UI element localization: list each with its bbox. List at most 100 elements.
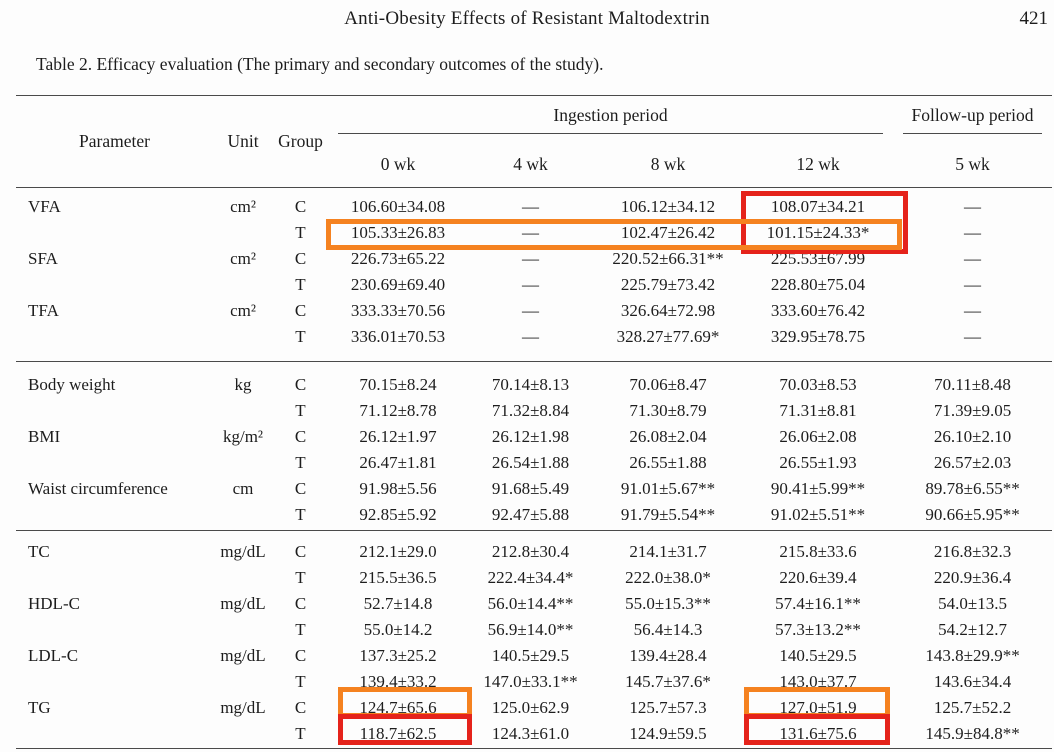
value-cell-12wk: 228.80±75.04 xyxy=(770,275,866,294)
value-cell-4wk: 92.47±5.88 xyxy=(491,505,570,524)
running-head: Anti-Obesity Effects of Resistant Maltod… xyxy=(0,8,1054,34)
group-label: T xyxy=(295,568,306,587)
unit-label xyxy=(213,617,273,643)
value-cell-8wk: 214.1±31.7 xyxy=(629,542,707,561)
group-label: C xyxy=(294,301,307,320)
value-cell-12wk: 71.31±8.81 xyxy=(779,401,857,420)
value-cell-8wk: 91.79±5.54** xyxy=(620,505,716,524)
value-cell-5wk: — xyxy=(964,249,982,268)
value-cell-0wk: 336.01±70.53 xyxy=(350,327,446,346)
value-cell-5wk: — xyxy=(964,197,982,216)
value-cell-0wk: 106.60±34.08 xyxy=(350,197,446,216)
col-header-week-12: 12 wk xyxy=(796,154,840,174)
group-label: C xyxy=(294,249,307,268)
value-cell-4wk: 56.9±14.0** xyxy=(487,620,574,639)
value-cell-5wk: 70.11±8.48 xyxy=(934,375,1011,394)
value-cell-8wk: 139.4±28.4 xyxy=(629,646,707,665)
value-cell-4wk: 26.54±1.88 xyxy=(491,453,570,472)
value-cell-0wk: 91.98±5.56 xyxy=(359,479,437,498)
parameter-label: LDL-C xyxy=(28,646,79,665)
table-row-tg-t: T 118.7±62.5 124.3±61.0 124.9±59.5 131.6… xyxy=(16,721,1052,749)
value-cell-8wk: 26.08±2.04 xyxy=(629,427,707,446)
unit-label xyxy=(213,398,273,424)
table-row-tfa-t: T 336.01±70.53 — 328.27±77.69* 329.95±78… xyxy=(16,324,1052,362)
unit-label: cm² xyxy=(230,197,256,216)
value-cell-0wk: 333.33±70.56 xyxy=(350,301,446,320)
parameter-label xyxy=(16,324,213,362)
col-header-followup-period: Follow-up period xyxy=(893,96,1052,138)
table-row-hdl-t: T 55.0±14.2 56.9±14.0** 56.4±14.3 57.3±1… xyxy=(16,617,1052,643)
unit-label xyxy=(213,220,273,246)
table-row-ldl-t: T 139.4±33.2 147.0±33.1** 145.7±37.6* 14… xyxy=(16,669,1052,695)
group-label: T xyxy=(295,275,306,294)
unit-label: cm² xyxy=(230,301,256,320)
unit-label xyxy=(213,324,273,362)
running-title: Anti-Obesity Effects of Resistant Maltod… xyxy=(344,8,710,29)
ingestion-period-label: Ingestion period xyxy=(338,96,884,134)
value-cell-12wk: 215.8±33.6 xyxy=(779,542,857,561)
value-cell-12wk: 140.5±29.5 xyxy=(779,646,857,665)
unit-label xyxy=(213,450,273,476)
value-cell-5wk: 125.7±52.2 xyxy=(933,698,1012,717)
value-cell-0wk: 55.0±14.2 xyxy=(363,620,433,639)
value-cell-8wk: 125.7±57.3 xyxy=(629,698,707,717)
value-cell-4wk: — xyxy=(522,275,539,294)
value-cell-5wk: 26.10±2.10 xyxy=(933,427,1012,446)
value-cell-4wk: — xyxy=(522,249,539,268)
header-row-weeks: 0 wk 4 wk 8 wk 12 wk 5 wk xyxy=(16,138,1052,188)
parameter-label: VFA xyxy=(28,197,61,216)
value-cell-4wk: 124.3±61.0 xyxy=(491,724,570,743)
value-cell-4wk: 125.0±62.9 xyxy=(491,698,570,717)
unit-label: cm xyxy=(232,479,254,498)
value-cell-4wk: 212.8±30.4 xyxy=(491,542,570,561)
value-cell-5wk: 143.8±29.9** xyxy=(925,646,1020,665)
value-cell-0wk: 70.15±8.24 xyxy=(359,375,437,394)
unit-label xyxy=(213,272,273,298)
value-cell-0wk: 26.12±1.97 xyxy=(359,427,437,446)
value-cell-5wk: — xyxy=(964,301,982,320)
value-cell-4wk: 147.0±33.1** xyxy=(483,672,578,691)
value-cell-0wk: 124.7±65.6 xyxy=(359,698,437,717)
value-cell-8wk: 225.79±73.42 xyxy=(620,275,716,294)
value-cell-8wk: 26.55±1.88 xyxy=(629,453,707,472)
value-cell-4wk: — xyxy=(522,301,539,320)
group-label: C xyxy=(294,646,307,665)
col-header-week-8: 8 wk xyxy=(650,154,686,174)
parameter-label: TFA xyxy=(28,301,59,320)
value-cell-0wk: 230.69±69.40 xyxy=(350,275,446,294)
value-cell-0wk: 215.5±36.5 xyxy=(359,568,437,587)
value-cell-8wk: 106.12±34.12 xyxy=(620,197,716,216)
value-cell-0wk: 118.7±62.5 xyxy=(359,724,437,743)
value-cell-0wk: 52.7±14.8 xyxy=(363,594,433,613)
parameter-label: TC xyxy=(28,542,50,561)
value-cell-8wk: 326.64±72.98 xyxy=(620,301,716,320)
parameter-label: TG xyxy=(28,698,51,717)
group-label: T xyxy=(295,453,306,472)
value-cell-0wk: 92.85±5.92 xyxy=(359,505,437,524)
value-cell-5wk: 54.2±12.7 xyxy=(938,620,1007,639)
group-label: C xyxy=(294,427,307,446)
table-row-sfa-c: SFA cm² C 226.73±65.22 — 220.52±66.31** … xyxy=(16,246,1052,272)
value-cell-12wk: 329.95±78.75 xyxy=(770,327,866,346)
table-row-waist-t: T 92.85±5.92 92.47±5.88 91.79±5.54** 91.… xyxy=(16,502,1052,531)
col-header-week-0: 0 wk xyxy=(380,154,416,174)
value-cell-5wk: 54.0±13.5 xyxy=(938,594,1007,613)
table-row-tc-t: T 215.5±36.5 222.4±34.4* 222.0±38.0* 220… xyxy=(16,565,1052,591)
parameter-label xyxy=(16,450,213,476)
col-header-ingestion-period: Ingestion period xyxy=(328,96,893,138)
value-cell-5wk: 89.78±6.55** xyxy=(925,479,1020,498)
value-cell-8wk: 102.47±26.42 xyxy=(620,223,716,242)
group-label: T xyxy=(295,505,306,524)
value-cell-8wk: 145.7±37.6* xyxy=(625,672,711,691)
value-cell-8wk: 220.52±66.31** xyxy=(612,249,724,268)
value-cell-4wk: 140.5±29.5 xyxy=(491,646,570,665)
parameter-label xyxy=(16,272,213,298)
table-row-vfa-c: VFA cm² C 106.60±34.08 — 106.12±34.12 10… xyxy=(16,188,1052,221)
group-label: C xyxy=(294,698,307,717)
value-cell-8wk: 91.01±5.67** xyxy=(620,479,716,498)
parameter-label: HDL-C xyxy=(28,594,80,613)
group-label: T xyxy=(295,724,306,743)
unit-label xyxy=(213,721,273,749)
page-number: 421 xyxy=(1019,8,1049,29)
group-label: C xyxy=(294,594,307,613)
